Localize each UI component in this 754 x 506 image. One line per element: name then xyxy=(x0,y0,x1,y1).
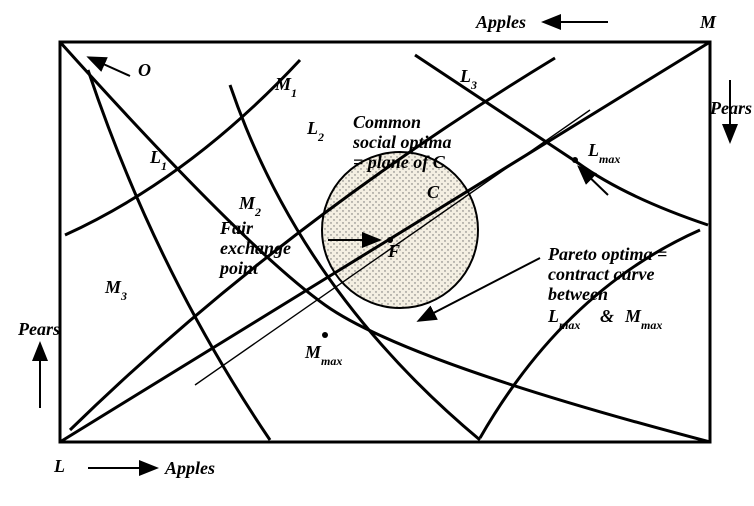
label-fair3: point xyxy=(218,258,259,278)
label-lmax_lbl-sub: max xyxy=(599,152,620,166)
label-m1-sub: 1 xyxy=(291,86,297,100)
label-l2-sub: 2 xyxy=(317,130,324,144)
label-fair1: Fair xyxy=(219,218,254,238)
label-pareto2: contract curve xyxy=(548,264,654,284)
label-c: C xyxy=(427,182,440,202)
label-pears_m: Pears xyxy=(709,98,752,118)
label-common2: social optima xyxy=(352,132,452,152)
label-apples_m: Apples xyxy=(475,12,526,32)
point-lmax xyxy=(572,157,578,163)
label-pears_l: Pears xyxy=(17,319,60,339)
label-o: O xyxy=(138,60,151,80)
label-l_corner: L xyxy=(53,456,65,476)
label-pareto4b: & xyxy=(600,306,614,326)
label-common1: Common xyxy=(353,112,421,132)
label-fair2: exchange xyxy=(220,238,291,258)
label-m2-sub: 2 xyxy=(254,205,261,219)
label-pareto4c-sub: max xyxy=(641,318,662,332)
label-pareto4a-sub: max xyxy=(559,318,580,332)
label-f: F xyxy=(387,241,400,261)
label-apples_l: Apples xyxy=(164,458,215,478)
label-m_corner: M xyxy=(699,12,717,32)
label-common3: = plane of C xyxy=(353,152,446,172)
common-social-optima-region xyxy=(322,152,478,308)
label-pareto1: Pareto optima = xyxy=(547,244,667,264)
label-mmax_lbl-sub: max xyxy=(321,354,342,368)
point-mmax xyxy=(322,332,328,338)
label-m3-sub: 3 xyxy=(120,289,127,303)
label-l3-sub: 3 xyxy=(470,78,477,92)
label-l1-sub: 1 xyxy=(161,159,167,173)
label-pareto3: between xyxy=(548,284,608,304)
edgeworth-box-figure: LMApplesPearsApplesPearsOL1L2L3M1M2M3Mma… xyxy=(0,0,754,506)
